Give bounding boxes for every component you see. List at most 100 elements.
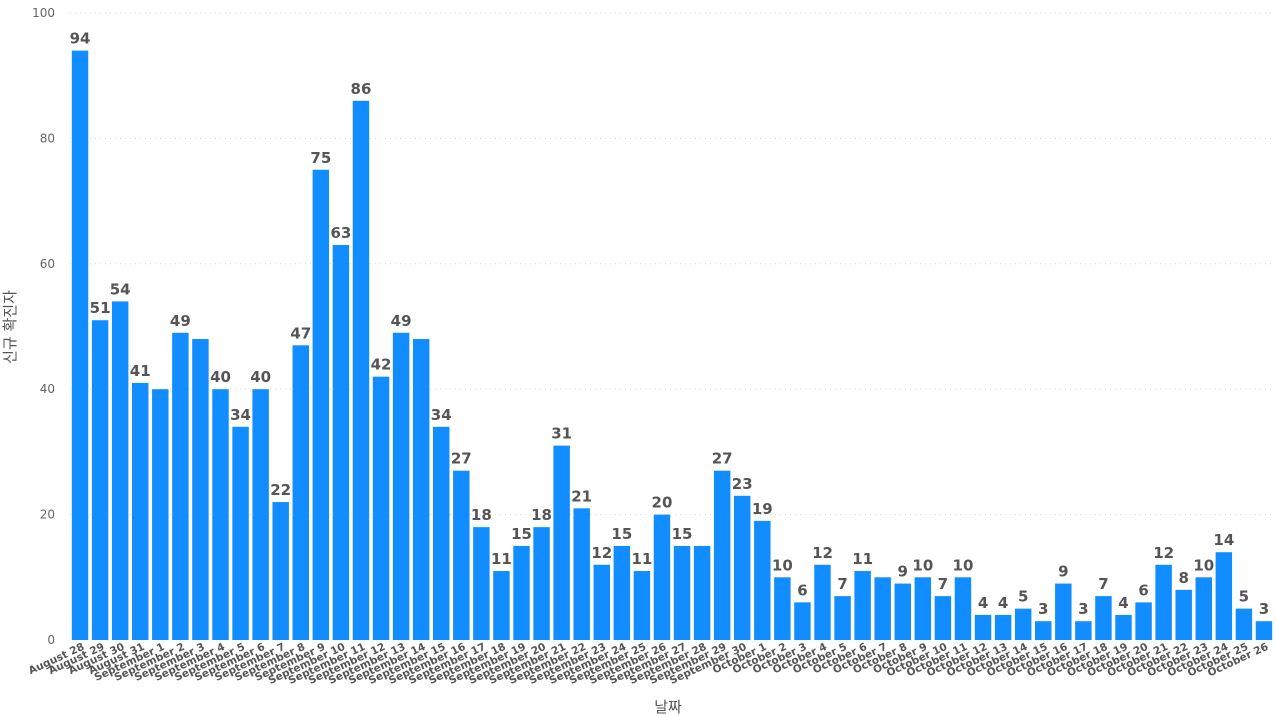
data-label: 10 [1193, 556, 1214, 574]
data-label: 7 [938, 575, 948, 593]
data-label: 54 [110, 280, 131, 298]
data-label: 3 [1078, 600, 1088, 618]
bars-layer [71, 50, 1273, 641]
bar [834, 596, 851, 640]
data-label: 15 [511, 525, 532, 543]
data-label: 7 [1098, 575, 1108, 593]
data-label: 41 [130, 362, 151, 380]
data-label: 20 [652, 494, 673, 512]
bar [352, 100, 370, 640]
data-label: 11 [491, 550, 512, 568]
bar [1055, 583, 1072, 640]
bar [754, 520, 771, 640]
bar [513, 545, 530, 640]
y-tick-label: 80 [40, 131, 55, 145]
data-label: 18 [471, 506, 492, 524]
data-label: 3 [1038, 600, 1048, 618]
y-tick-label: 20 [40, 508, 55, 522]
bar [252, 389, 269, 640]
data-label: 6 [797, 581, 807, 599]
bar [192, 339, 209, 640]
data-label: 9 [898, 563, 908, 581]
data-label: 21 [571, 487, 592, 505]
bar [111, 301, 129, 640]
data-label: 23 [732, 475, 753, 493]
bar [152, 389, 169, 640]
bar [1215, 552, 1233, 640]
data-label: 49 [391, 312, 412, 330]
bar [1255, 621, 1273, 640]
data-label: 40 [250, 368, 271, 386]
data-label: 86 [351, 80, 372, 98]
bar [854, 571, 871, 640]
data-label: 11 [852, 550, 873, 568]
bar [71, 50, 89, 641]
y-axis-title: 신규 확진자 [1, 290, 19, 364]
bar [794, 602, 811, 640]
bar [954, 577, 972, 640]
bar [994, 614, 1012, 640]
bar [814, 564, 831, 640]
bar [774, 577, 791, 640]
data-label: 5 [1239, 588, 1249, 606]
data-label: 7 [837, 575, 847, 593]
data-label: 47 [290, 324, 311, 342]
bar [292, 345, 309, 640]
data-label: 51 [90, 299, 111, 317]
data-label: 31 [551, 425, 572, 443]
data-label: 15 [611, 525, 632, 543]
data-label: 10 [912, 556, 933, 574]
data-labels-layer: 9451544149403440224775638642493427181115… [70, 30, 1270, 619]
bar [272, 502, 289, 640]
data-label: 34 [431, 406, 452, 424]
data-label: 12 [812, 544, 833, 562]
data-label: 27 [712, 450, 733, 468]
bar [734, 495, 751, 640]
data-label: 42 [371, 356, 392, 374]
bar [613, 545, 631, 640]
data-label: 10 [772, 556, 793, 574]
bar [212, 389, 229, 640]
data-label: 94 [70, 30, 91, 48]
data-label: 4 [978, 594, 988, 612]
bar [392, 332, 410, 640]
bar [974, 614, 992, 640]
bar [473, 527, 490, 640]
data-label: 19 [752, 500, 773, 518]
data-label: 12 [591, 544, 612, 562]
bar [132, 382, 149, 640]
data-label: 49 [170, 312, 191, 330]
bar [1075, 621, 1092, 640]
data-label: 22 [270, 481, 291, 499]
bar [713, 470, 731, 640]
data-label: 18 [531, 506, 552, 524]
bar [372, 376, 390, 640]
bar [453, 470, 470, 640]
data-label: 11 [631, 550, 652, 568]
bar [1035, 621, 1052, 640]
bar [1175, 589, 1192, 640]
data-label: 63 [330, 224, 351, 242]
bar [653, 514, 671, 640]
y-tick-label: 60 [40, 257, 55, 271]
bar [894, 583, 911, 640]
data-label: 34 [230, 406, 251, 424]
data-label: 3 [1259, 600, 1269, 618]
bar [91, 320, 109, 640]
bar [1155, 564, 1172, 640]
data-label: 5 [1018, 588, 1028, 606]
data-label: 12 [1153, 544, 1174, 562]
bar [934, 596, 952, 640]
data-label: 10 [953, 556, 974, 574]
data-label: 6 [1138, 581, 1148, 599]
bar [172, 332, 189, 640]
data-label: 8 [1178, 569, 1188, 587]
bar [914, 577, 932, 640]
bar [1235, 608, 1253, 640]
data-label: 4 [1118, 594, 1128, 612]
y-tick-label: 40 [40, 382, 55, 396]
data-label: 4 [998, 594, 1008, 612]
bar [1095, 596, 1112, 640]
